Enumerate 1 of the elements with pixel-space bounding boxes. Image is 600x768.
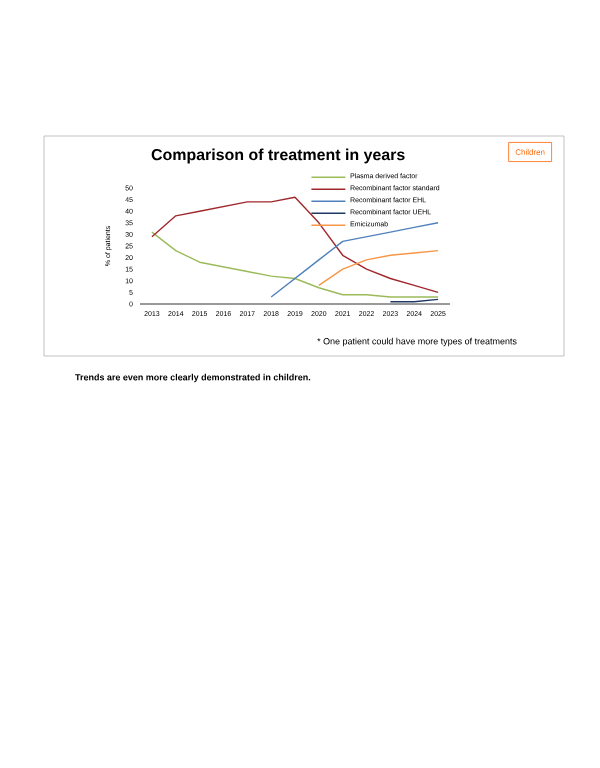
line-series [318, 249, 439, 287]
